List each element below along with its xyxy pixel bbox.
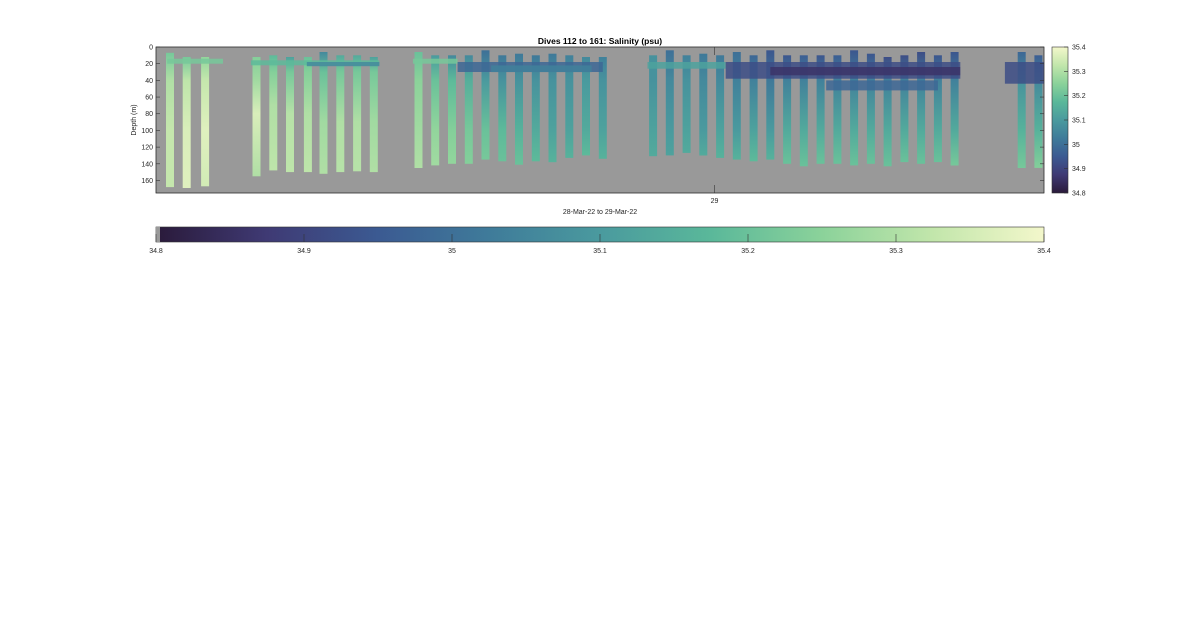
dive-cast xyxy=(816,55,825,164)
dive-cast xyxy=(431,55,440,166)
plot-area xyxy=(155,46,1045,194)
x-axis: 29 xyxy=(711,47,719,205)
y-axis-label: Depth (m) xyxy=(131,104,138,135)
subsurface-bands xyxy=(167,58,1044,91)
side-colorbar: 35.4 35.3 35.2 35.1 35 34.9 34.8 xyxy=(1051,45,1086,198)
y-tick-label: 120 xyxy=(141,145,153,152)
side-colorbar-tick-label: 35.1 xyxy=(1072,118,1086,125)
dive-cast xyxy=(732,52,741,160)
side-colorbar-ticks: 35.4 35.3 35.2 35.1 35 34.9 34.8 xyxy=(1064,45,1086,198)
dive-cast xyxy=(353,55,362,172)
dive-cast xyxy=(950,52,959,166)
side-colorbar-tick-label: 35.4 xyxy=(1072,45,1086,52)
dive-cast xyxy=(917,52,926,164)
dive-cast xyxy=(582,57,590,156)
dive-cast xyxy=(498,55,507,162)
dive-cast xyxy=(1017,52,1026,168)
dive-cast xyxy=(716,55,725,158)
dive-cast xyxy=(166,52,174,188)
dive-cast xyxy=(699,53,708,156)
dive-cast xyxy=(783,55,792,164)
subsurface-band xyxy=(412,58,458,64)
side-colorbar-tick-label: 35 xyxy=(1072,142,1080,149)
bottom-colorbar-tick-label: 35.1 xyxy=(593,248,607,255)
y-tick-label: 0 xyxy=(149,45,153,52)
dive-cast xyxy=(182,57,191,188)
dive-casts xyxy=(166,50,1043,188)
bottom-colorbar-tick-label: 35.4 xyxy=(1037,248,1051,255)
dive-cast xyxy=(749,55,758,162)
subsurface-band xyxy=(647,62,726,69)
dive-cast xyxy=(649,55,658,157)
dive-cast xyxy=(448,55,456,164)
bottom-colorbar-tick-label: 35.3 xyxy=(889,248,903,255)
bottom-colorbar-tick-label: 35.2 xyxy=(741,248,755,255)
dive-cast xyxy=(766,50,775,160)
dive-cast xyxy=(464,55,473,164)
dive-cast xyxy=(303,57,312,173)
bottom-colorbar-ticks: 34.8 34.9 35 35.1 35.2 35.3 35.4 xyxy=(149,234,1051,255)
side-colorbar-tick-label: 35.2 xyxy=(1072,93,1086,100)
dive-cast xyxy=(598,57,607,159)
bottom-colorbar: 34.8 34.9 35 35.1 35.2 35.3 35.4 xyxy=(149,226,1051,255)
y-tick-label: 40 xyxy=(145,78,153,85)
bottom-colorbar-tick-label: 34.9 xyxy=(297,248,311,255)
y-tick-label: 20 xyxy=(145,61,153,68)
y-axis: 0 20 40 60 80 100 120 140 160 xyxy=(141,45,1044,185)
dive-cast xyxy=(682,55,691,153)
y-tick-label: 160 xyxy=(141,178,153,185)
chart-title: Dives 112 to 161: Salinity (psu) xyxy=(538,36,662,46)
dive-cast xyxy=(866,53,875,164)
dive-cast xyxy=(850,50,859,166)
subsurface-band xyxy=(306,62,380,67)
subsurface-band xyxy=(167,58,223,64)
dive-cast xyxy=(565,55,574,158)
bottom-colorbar-tick-label: 34.8 xyxy=(149,248,163,255)
plot-frame xyxy=(155,46,1045,194)
dive-cast xyxy=(336,55,345,173)
dive-cast xyxy=(269,55,278,171)
dive-cast xyxy=(665,50,674,156)
dive-cast xyxy=(286,57,294,173)
dive-cast xyxy=(531,55,540,162)
dive-cast xyxy=(900,55,909,163)
dive-cast xyxy=(515,53,523,165)
side-colorbar-tick-label: 35.3 xyxy=(1072,69,1086,76)
y-tick-label: 60 xyxy=(145,95,153,102)
x-axis-label: 28-Mar-22 to 29-Mar-22 xyxy=(563,209,637,216)
dive-cast xyxy=(548,53,557,163)
y-tick-label: 140 xyxy=(141,161,153,168)
dive-cast xyxy=(414,52,423,168)
dive-cast xyxy=(883,57,892,167)
dive-cast xyxy=(201,57,210,187)
y-tick-label: 100 xyxy=(141,128,153,135)
dive-cast xyxy=(369,57,378,173)
bottom-colorbar-tick-label: 35 xyxy=(448,248,456,255)
subsurface-band xyxy=(1004,62,1044,84)
dive-cast xyxy=(833,55,842,164)
bottom-colorbar-nan-swatch xyxy=(156,227,160,242)
dive-cast xyxy=(319,52,328,174)
subsurface-band xyxy=(770,67,961,76)
dive-cast xyxy=(933,55,942,163)
x-tick-label: 29 xyxy=(711,198,719,205)
subsurface-band xyxy=(826,80,938,91)
subsurface-band xyxy=(491,65,592,73)
dive-cast xyxy=(799,55,808,167)
dive-cast xyxy=(481,50,490,160)
dive-cast xyxy=(252,57,261,177)
side-colorbar-tick-label: 34.8 xyxy=(1072,191,1086,198)
dive-cast xyxy=(1034,55,1043,168)
side-colorbar-tick-label: 34.9 xyxy=(1072,166,1086,173)
y-tick-label: 80 xyxy=(145,111,153,118)
